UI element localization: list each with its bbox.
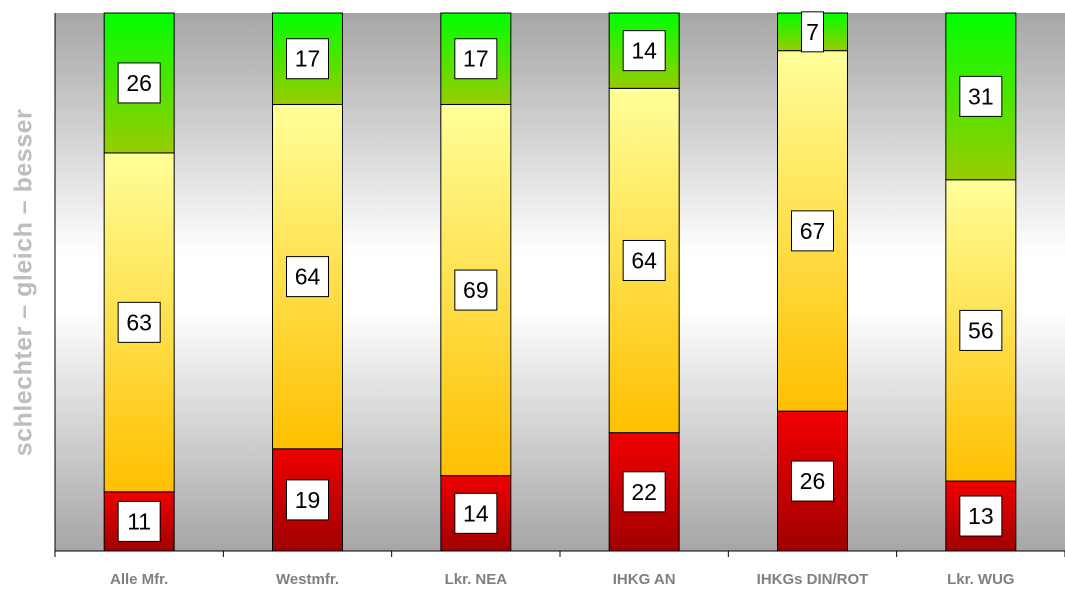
data-label-besser-4: 7	[806, 19, 819, 45]
data-label-schlechter-4: 26	[800, 468, 826, 494]
data-label-schlechter-1: 19	[295, 487, 321, 513]
data-label-box-schlechter-2	[454, 492, 498, 534]
data-label-gleich-0: 63	[126, 309, 152, 335]
data-label-box-schlechter-5	[959, 495, 1003, 537]
data-label-box-gleich-5	[959, 309, 1003, 351]
data-label-schlechter-5: 13	[968, 503, 994, 529]
data-label-besser-5: 31	[968, 83, 994, 109]
data-label-gleich-2: 69	[463, 277, 489, 303]
data-label-box-besser-1	[286, 38, 329, 80]
data-label-besser-1: 17	[295, 46, 321, 72]
data-labels-layer: 11 63 26 19 64 17 14 69 17 22 64 14 26 67 7 13 56 31	[117, 11, 1003, 542]
data-label-box-besser-5	[959, 75, 1003, 117]
x-tick-label-3: IHKG AN	[613, 571, 676, 588]
data-label-box-besser-0	[117, 62, 161, 104]
data-label-gleich-5: 56	[968, 317, 994, 343]
data-label-box-gleich-2	[454, 269, 498, 311]
data-label-box-besser-3	[622, 30, 666, 72]
data-label-box-schlechter-0	[117, 500, 161, 542]
data-label-schlechter-0: 11	[127, 508, 151, 534]
data-label-box-gleich-4	[791, 210, 834, 252]
data-label-schlechter-3: 22	[631, 479, 657, 505]
plot-area-background	[55, 13, 1065, 551]
data-label-box-besser-4	[801, 11, 824, 53]
data-label-gleich-1: 64	[295, 264, 321, 290]
data-label-box-schlechter-4	[791, 460, 834, 502]
data-label-besser-3: 14	[631, 38, 657, 64]
data-label-gleich-3: 64	[631, 247, 657, 273]
data-label-box-schlechter-3	[622, 471, 666, 513]
data-label-box-schlechter-1	[286, 479, 329, 521]
data-label-box-besser-2	[454, 38, 498, 80]
data-label-besser-0: 26	[126, 70, 152, 96]
x-tick-label-1: Westmfr.	[276, 571, 339, 588]
y-axis-label-text: schlechter – gleich – besser	[9, 108, 38, 456]
data-label-box-gleich-0	[117, 301, 161, 343]
x-tick-label-5: Lkr. WUG	[947, 571, 1015, 588]
y-axis-label: schlechter – gleich – besser	[2, 13, 46, 551]
x-tick-label-2: Lkr. NEA	[445, 571, 508, 588]
x-tick-label-4: IHKGs DIN/ROT	[757, 571, 869, 588]
data-label-schlechter-2: 14	[463, 500, 489, 526]
axis-layer: Alle Mfr. Westmfr. Lkr. NEA IHKG AN IHKGs DI…	[54, 13, 1065, 588]
data-label-gleich-4: 67	[800, 218, 826, 244]
data-label-box-gleich-1	[286, 256, 329, 298]
data-label-box-gleich-3	[622, 239, 666, 281]
data-label-besser-2: 17	[463, 46, 489, 72]
x-tick-label-0: Alle Mfr.	[110, 571, 168, 588]
